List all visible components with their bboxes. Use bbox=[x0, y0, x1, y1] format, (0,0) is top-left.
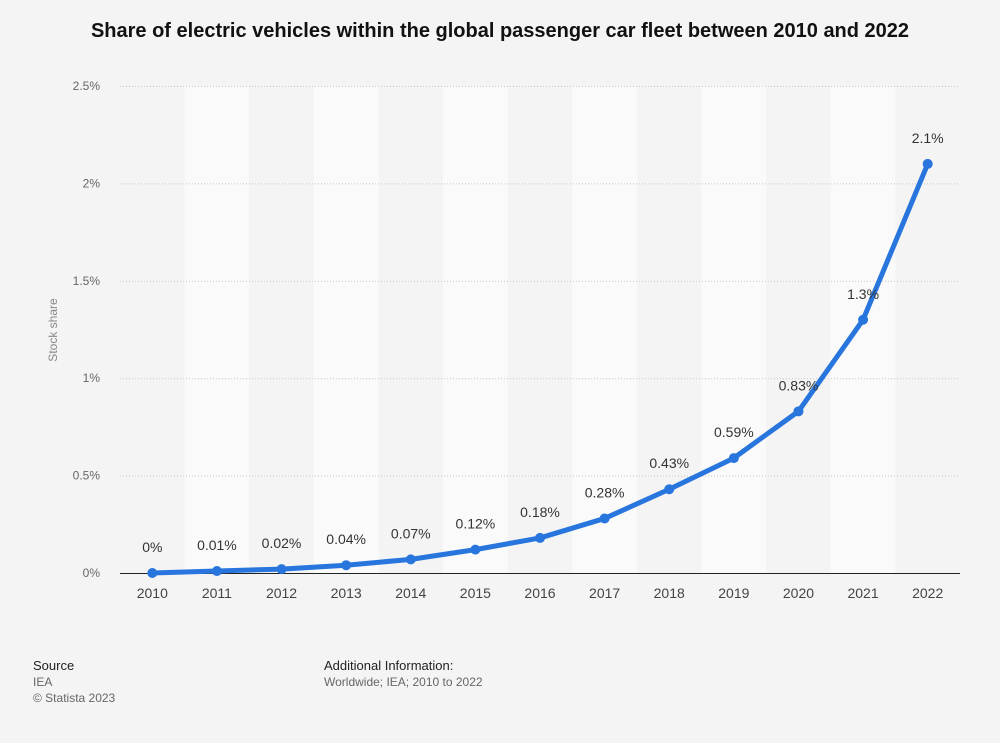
source-block: Source IEA © Statista 2023 bbox=[33, 658, 115, 706]
data-label: 0.02% bbox=[262, 535, 302, 551]
x-tick-label: 2020 bbox=[783, 585, 814, 601]
column-band bbox=[313, 86, 379, 573]
source-heading: Source bbox=[33, 658, 75, 673]
column-band bbox=[507, 86, 573, 573]
data-point bbox=[211, 566, 222, 577]
data-point bbox=[922, 158, 933, 169]
y-tick-label: 1.5% bbox=[73, 274, 101, 288]
data-label: 1.3% bbox=[847, 286, 879, 302]
data-label: 0.04% bbox=[326, 531, 366, 547]
column-band bbox=[766, 86, 831, 573]
column-band bbox=[443, 86, 508, 573]
chart-title: Share of electric vehicles within the gl… bbox=[90, 20, 910, 42]
x-tick-label: 2015 bbox=[460, 585, 491, 601]
data-label: 0.07% bbox=[391, 525, 431, 541]
data-point bbox=[599, 513, 610, 524]
data-label: 0% bbox=[142, 539, 162, 555]
data-label: 0.18% bbox=[520, 504, 560, 520]
column-band bbox=[378, 86, 444, 573]
x-tick-label: 2018 bbox=[654, 585, 685, 601]
x-tick-label: 2022 bbox=[912, 585, 943, 601]
data-point bbox=[728, 453, 739, 464]
column-band bbox=[249, 86, 314, 573]
x-tick-label: 2010 bbox=[137, 585, 168, 601]
y-tick-label: 2% bbox=[83, 176, 101, 190]
y-axis-label: Stock share bbox=[46, 298, 60, 362]
data-label: 2.1% bbox=[912, 130, 944, 146]
column-band bbox=[184, 86, 250, 573]
data-label: 0.12% bbox=[456, 516, 496, 532]
data-point bbox=[276, 564, 287, 575]
data-point bbox=[793, 406, 804, 417]
data-label: 0.28% bbox=[585, 484, 625, 500]
data-point bbox=[147, 568, 158, 578]
data-points bbox=[147, 158, 933, 578]
x-tick-label: 2011 bbox=[202, 585, 232, 601]
column-band bbox=[830, 86, 896, 573]
data-point bbox=[341, 560, 352, 571]
x-tick-label: 2014 bbox=[395, 585, 426, 601]
data-label: 0.43% bbox=[649, 455, 689, 471]
data-point bbox=[664, 484, 675, 495]
additional-info-block: Additional Information: Worldwide; IEA; … bbox=[324, 658, 483, 690]
column-band bbox=[120, 86, 185, 573]
data-label: 0.83% bbox=[779, 377, 819, 393]
y-tick-label: 0% bbox=[83, 566, 101, 580]
x-tick-label: 2012 bbox=[266, 585, 297, 601]
y-axis-ticks: 0% 0.5% 1% 1.5% 2% 2.5% bbox=[73, 79, 101, 580]
alternating-bands bbox=[120, 86, 960, 573]
data-label: 0.01% bbox=[197, 537, 237, 553]
additional-info-heading: Additional Information: bbox=[324, 658, 454, 673]
data-label: 0.59% bbox=[714, 424, 754, 440]
additional-info-text: Worldwide; IEA; 2010 to 2022 bbox=[324, 675, 483, 689]
x-tick-label: 2017 bbox=[589, 585, 620, 601]
x-tick-label: 2013 bbox=[331, 585, 362, 601]
data-point bbox=[535, 532, 545, 543]
column-band bbox=[701, 86, 767, 573]
y-tick-label: 1% bbox=[83, 371, 101, 385]
data-point bbox=[405, 554, 416, 565]
data-labels: 0% 0.01% 0.02% 0.04% 0.07% 0.12% 0.18% 0.28% 0.4… bbox=[142, 130, 943, 555]
x-axis-ticks: 2010 2011 2012 2013 2014 2015 2016 2017 2018 2019… bbox=[137, 585, 944, 601]
x-tick-label: 2021 bbox=[847, 585, 878, 601]
copyright-text: © Statista 2023 bbox=[33, 691, 116, 705]
data-point bbox=[470, 544, 481, 555]
source-text: IEA bbox=[33, 675, 53, 689]
y-tick-label: 0.5% bbox=[73, 469, 101, 483]
y-tick-label: 2.5% bbox=[73, 79, 101, 93]
x-tick-label: 2019 bbox=[718, 585, 749, 601]
data-point bbox=[858, 314, 869, 325]
column-band bbox=[572, 86, 637, 573]
x-tick-label: 2016 bbox=[524, 585, 555, 601]
